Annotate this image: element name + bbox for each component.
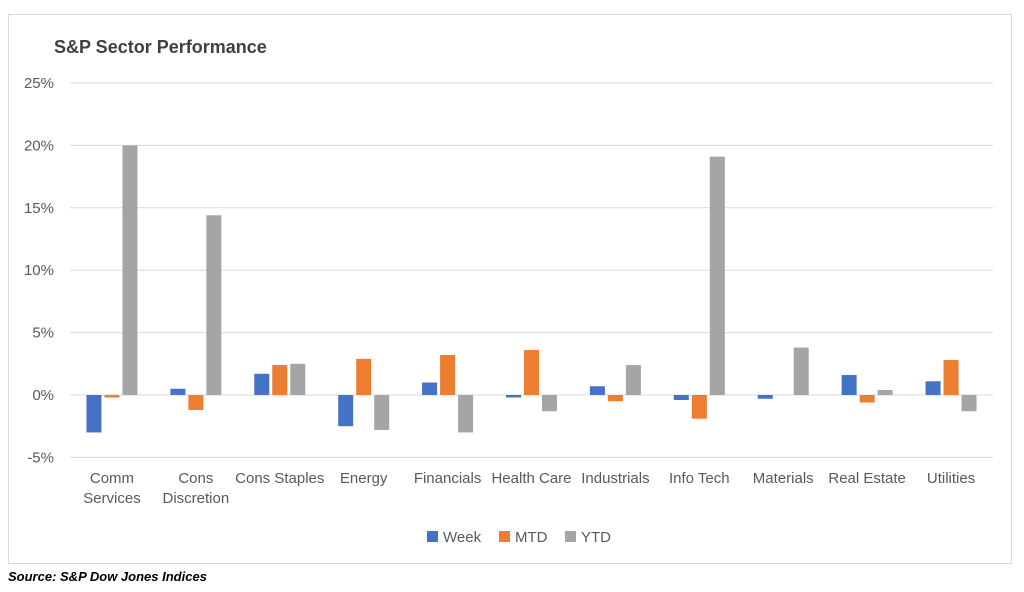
bar-ytd [793, 347, 809, 395]
bar-mtd [440, 355, 456, 395]
bar-mtd [272, 365, 288, 395]
x-tick-label: Discretion [163, 490, 230, 507]
bar-ytd [290, 363, 306, 395]
bar-ytd [625, 365, 641, 395]
x-tick-label: Energy [340, 470, 388, 487]
bar-week [757, 395, 773, 399]
bar-mtd [188, 395, 204, 410]
legend-swatch-ytd [565, 531, 576, 542]
y-tick-label: 0% [32, 387, 54, 404]
x-tick-label: Comm [90, 470, 134, 487]
x-tick-label: Materials [753, 470, 814, 487]
bar-ytd [877, 390, 893, 395]
bar-mtd [943, 360, 959, 395]
x-tick-label: Info Tech [669, 470, 730, 487]
bar-mtd [691, 395, 707, 419]
bar-week [841, 375, 857, 395]
bar-week [925, 381, 941, 395]
bar-ytd [122, 145, 138, 395]
legend-swatch-mtd [499, 531, 510, 542]
bar-week [86, 395, 102, 433]
bar-mtd [859, 395, 875, 403]
y-tick-label: 25% [24, 75, 54, 92]
chart-frame: S&P Sector Performance -5% 0% 5% 10% 15% 20% 25… [8, 14, 1012, 564]
legend-label-week: Week [443, 529, 482, 546]
x-tick-label: Cons Staples [235, 470, 324, 487]
bar-week [506, 395, 521, 398]
bar-week [589, 386, 605, 395]
y-tick-label: -5% [27, 449, 54, 466]
bar-week [673, 395, 689, 400]
bar-week [254, 373, 270, 395]
bar-ytd [709, 156, 725, 395]
sector-performance-chart: S&P Sector Performance -5% 0% 5% 10% 15% 20% 25… [24, 37, 993, 546]
y-tick-label: 15% [24, 200, 54, 217]
bar-mtd [607, 395, 623, 402]
bar-week [170, 388, 186, 395]
legend-label-ytd: YTD [581, 529, 611, 546]
bar-week [338, 395, 354, 427]
bar-mtd [524, 350, 539, 395]
legend-swatch-week [427, 531, 438, 542]
bar-ytd [542, 395, 557, 412]
x-tick-label: Financials [414, 470, 482, 487]
bar-mtd [104, 395, 120, 398]
bar-ytd [206, 215, 222, 395]
legend-label-mtd: MTD [515, 529, 548, 546]
bar-mtd [356, 358, 372, 395]
bar-week [422, 382, 438, 395]
source-note: Source: S&P Dow Jones Indices [8, 569, 207, 584]
bar-ytd [458, 395, 474, 433]
x-tick-label: Real Estate [828, 470, 906, 487]
x-tick-label: Utilities [927, 470, 975, 487]
bar-ytd [961, 395, 977, 412]
x-tick-label: Health Care [491, 470, 571, 487]
y-tick-label: 20% [24, 137, 54, 154]
x-tick-label: Cons [178, 470, 213, 487]
x-tick-label: Industrials [581, 470, 649, 487]
y-tick-label: 5% [32, 325, 54, 342]
bar-ytd [374, 395, 390, 430]
y-tick-label: 10% [24, 262, 54, 279]
x-tick-label: Services [83, 490, 141, 507]
chart-title: S&P Sector Performance [54, 37, 267, 57]
